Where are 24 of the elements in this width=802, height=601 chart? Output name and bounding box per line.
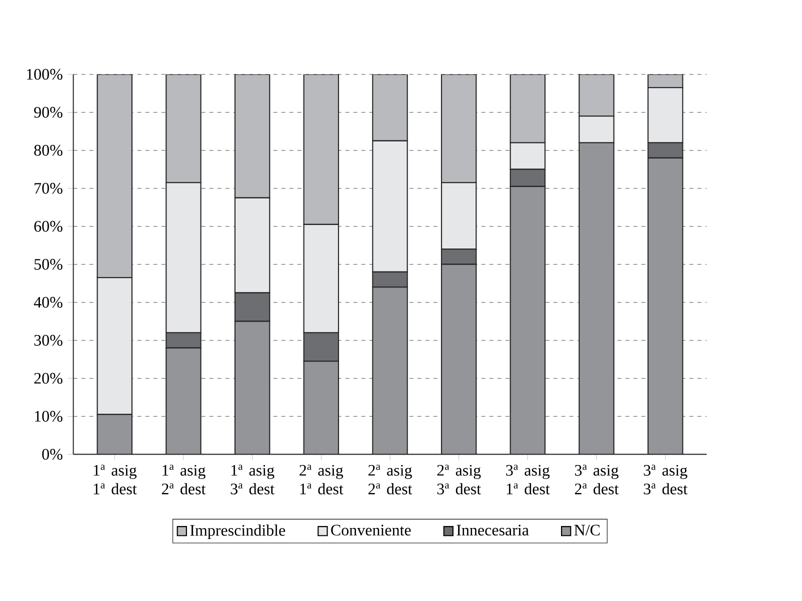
legend-label: Innecesaria	[456, 524, 529, 536]
x-tick-label: 2$^{a}$ asig 1$^{a}$ dest	[300, 464, 344, 494]
y-tick-label: 60%	[34, 220, 62, 232]
legend-label: Conveniente	[331, 524, 411, 536]
y-tick-label: 80%	[34, 144, 62, 156]
x-tick-label: 1$^{a}$ asig 3$^{a}$ dest	[230, 464, 274, 494]
y-tick-label: 50%	[34, 258, 62, 270]
x-tick-label: 2$^{a}$ asig 2$^{a}$ dest	[368, 464, 412, 494]
x-tick-label: 3$^{a}$ asig 1$^{a}$ dest	[506, 464, 550, 494]
y-tick-label: 20%	[34, 372, 62, 384]
y-tick-label: 10%	[35, 410, 62, 422]
x-tick-label: 3$^{a}$ asig 2$^{a}$ dest	[574, 464, 619, 494]
y-tick-label: 100%	[27, 68, 62, 80]
legend-label: Imprescindible	[190, 524, 286, 540]
y-tick-label: 90%	[34, 106, 62, 118]
y-tick-label: 0%	[42, 448, 62, 460]
y-tick-label: 70%	[34, 182, 62, 194]
x-tick-label: 2$^{a}$ asig 3$^{a}$ dest	[437, 464, 481, 494]
y-tick-label: 30%	[34, 334, 62, 346]
x-tick-label: 1$^{a}$ asig 2$^{a}$ dest	[162, 464, 206, 494]
y-tick-label: 40%	[34, 296, 62, 308]
x-tick-label: 3$^{a}$ asig 3$^{a}$ dest	[644, 464, 688, 494]
x-tick-label: 1$^{a}$ asig 1$^{a}$ dest	[94, 464, 137, 494]
legend-label: N/C	[574, 524, 600, 536]
